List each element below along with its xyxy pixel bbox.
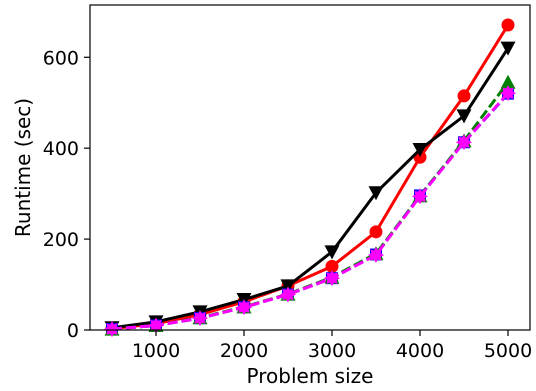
data-point	[236, 299, 252, 316]
data-point	[325, 259, 339, 273]
x-tick-label: 2000	[220, 340, 268, 362]
y-tick-label: 600	[43, 47, 79, 69]
y-tick-label: 400	[43, 138, 79, 160]
data-point	[324, 245, 340, 260]
y-tick-label: 200	[43, 229, 79, 251]
data-point	[368, 247, 384, 263]
data-point	[324, 270, 340, 287]
data-point	[192, 310, 208, 327]
data-point	[457, 89, 471, 103]
data-point	[104, 321, 120, 338]
axes-layer: 1000 2000 3000 4000 5000 0 200 400 600	[43, 47, 532, 362]
x-tick-label: 4000	[396, 340, 444, 362]
x-tick-label: 3000	[308, 340, 356, 362]
plot-frame	[89, 4, 531, 331]
x-axis-label: Problem size	[247, 364, 374, 388]
data-point	[500, 41, 516, 56]
data-point	[456, 109, 472, 124]
series-line	[111, 24, 510, 331]
data-point	[412, 188, 428, 205]
series-3	[104, 74, 516, 336]
data-point	[456, 134, 472, 151]
series-1	[104, 41, 516, 336]
x-tick-label: 5000	[484, 340, 532, 362]
data-point	[500, 85, 516, 102]
data-point	[500, 74, 516, 89]
series-layer	[104, 18, 516, 338]
series-line	[111, 47, 510, 330]
y-tick-label: 0	[67, 320, 79, 342]
y-axis-label: Runtime (sec)	[11, 98, 35, 237]
data-point	[501, 18, 515, 32]
data-point	[412, 143, 428, 158]
data-point	[368, 186, 384, 201]
data-point	[369, 225, 383, 239]
data-point	[280, 279, 296, 294]
x-tick-label: 1000	[132, 340, 180, 362]
data-point	[280, 286, 296, 303]
series-line	[111, 92, 510, 331]
